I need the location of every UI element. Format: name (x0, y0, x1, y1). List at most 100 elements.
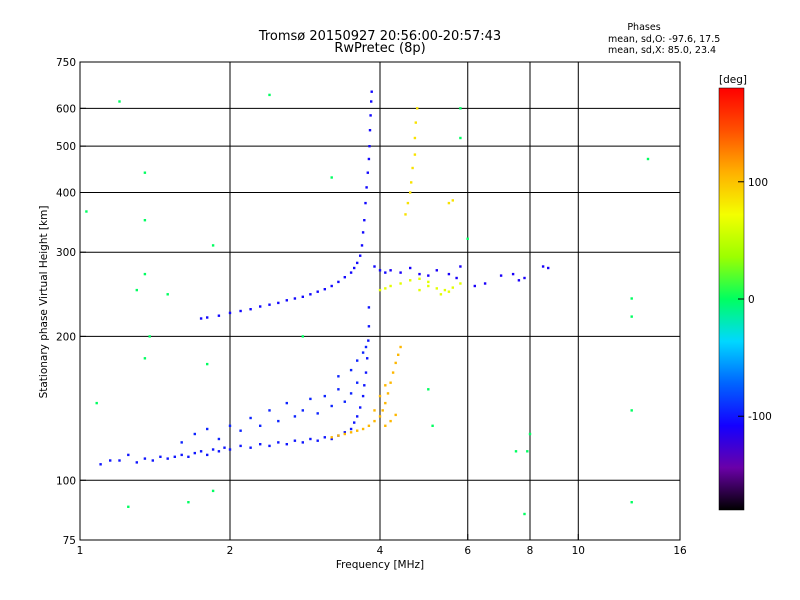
data-point (391, 371, 395, 374)
data-point (414, 121, 417, 124)
y-tick-label: 100 (56, 475, 76, 487)
data-point (646, 157, 650, 161)
data-point (394, 413, 397, 417)
x-tick-label: 6 (464, 545, 471, 557)
data-point (166, 293, 169, 296)
data-point (528, 432, 532, 436)
data-point (268, 93, 271, 97)
data-point (143, 171, 147, 174)
data-point (239, 309, 242, 313)
phase-stats-x: mean, sd,X: 85.0, 23.4 (608, 45, 716, 56)
data-point (367, 306, 371, 309)
data-point (459, 136, 462, 140)
data-point (378, 415, 382, 418)
data-point (277, 441, 280, 444)
data-point (99, 463, 102, 466)
data-point (409, 279, 412, 282)
data-point (301, 295, 304, 298)
data-point (206, 427, 209, 431)
data-point (630, 409, 633, 412)
data-point (85, 210, 88, 213)
data-point (316, 290, 319, 293)
data-point (499, 274, 503, 277)
data-point (316, 412, 319, 415)
data-point (293, 415, 297, 418)
y-tick-label: 300 (56, 247, 76, 259)
data-point (367, 339, 370, 342)
data-point (323, 436, 326, 439)
data-point (330, 437, 333, 441)
data-point (363, 384, 366, 387)
data-point (356, 429, 359, 432)
data-point (343, 276, 346, 279)
data-point (206, 453, 209, 457)
data-point (228, 448, 232, 451)
data-point (363, 219, 366, 222)
data-point (384, 401, 387, 405)
data-point (416, 107, 419, 110)
data-point (193, 432, 196, 436)
data-point (187, 455, 190, 458)
data-point (268, 303, 271, 306)
data-point (455, 276, 458, 280)
data-point (526, 450, 529, 453)
data-point (366, 357, 369, 360)
data-point (323, 394, 326, 398)
y-axis-ticks: 75 100 200 300 400 500 600 750 (56, 57, 86, 547)
data-point (259, 424, 262, 427)
x-axis-label: Frequency [MHz] (336, 559, 424, 571)
data-point (199, 450, 203, 453)
data-point (368, 129, 372, 132)
data-point (166, 457, 169, 460)
data-point (365, 186, 368, 189)
x-tick-label: 4 (377, 545, 384, 557)
colorbar-tick-label: 100 (748, 177, 768, 189)
data-point (359, 406, 362, 409)
data-point (356, 359, 359, 362)
data-point (451, 286, 454, 289)
data-point (249, 416, 252, 420)
data-point (411, 166, 414, 170)
data-point (337, 280, 340, 284)
data-point (268, 444, 271, 448)
data-point (630, 297, 633, 300)
data-point (309, 437, 312, 441)
data-point (389, 419, 392, 423)
colorbar-ticks: 100 0 -100 (738, 177, 772, 423)
y-tick-label: 75 (63, 535, 76, 547)
data-point (301, 409, 304, 412)
data-point (118, 100, 121, 103)
data-point (293, 297, 297, 300)
data-point (447, 290, 451, 293)
data-point (337, 375, 340, 378)
data-point (239, 429, 242, 432)
data-point (366, 171, 369, 174)
data-point (361, 351, 365, 354)
data-point (259, 443, 262, 446)
data-point (447, 201, 451, 205)
data-point (211, 489, 215, 493)
data-point (399, 271, 402, 274)
data-point (427, 274, 430, 277)
data-point (127, 505, 130, 508)
colorbar-label: [deg] (719, 74, 747, 86)
data-point (343, 432, 346, 436)
data-point (384, 384, 387, 387)
x-tick-label: 1 (77, 545, 84, 557)
data-point (249, 308, 252, 311)
data-point (451, 199, 454, 202)
data-point (389, 381, 392, 384)
data-point (193, 451, 196, 455)
data-point (394, 361, 397, 365)
data-point (459, 265, 462, 268)
data-point (151, 459, 154, 462)
data-point (364, 345, 368, 349)
data-point (330, 284, 333, 288)
data-point (359, 254, 362, 257)
data-point (418, 272, 421, 276)
data-point (431, 424, 434, 427)
data-point (459, 107, 462, 110)
data-point (143, 457, 147, 460)
data-point (523, 512, 526, 516)
data-point (330, 176, 333, 179)
